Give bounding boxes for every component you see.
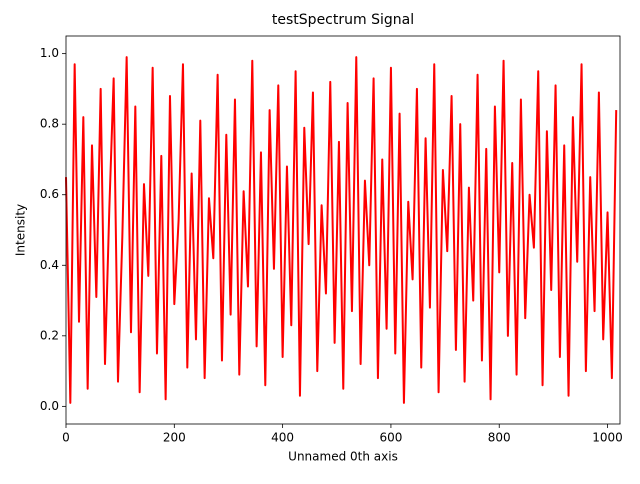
y-tick-label: 0.6 (40, 187, 59, 201)
y-tick-label: 1.0 (40, 46, 59, 60)
y-axis-label: Intensity (14, 204, 28, 256)
x-tick-label: 200 (163, 431, 186, 445)
x-axis-label: Unnamed 0th axis (288, 450, 398, 464)
plot-frame (65, 35, 621, 425)
signal-line (65, 56, 618, 404)
x-tick-label: 0 (62, 431, 70, 445)
y-tick-label: 0.4 (40, 258, 59, 272)
x-tick-label: 1000 (592, 431, 623, 445)
y-tick-label: 0.0 (40, 399, 59, 413)
chart-title: testSpectrum Signal (272, 12, 414, 28)
y-tick-label: 0.8 (40, 117, 59, 131)
x-tick-label: 800 (488, 431, 511, 445)
x-tick-label: 600 (379, 431, 402, 445)
x-tick-label: 400 (271, 431, 294, 445)
y-tick-label: 0.2 (40, 328, 59, 342)
